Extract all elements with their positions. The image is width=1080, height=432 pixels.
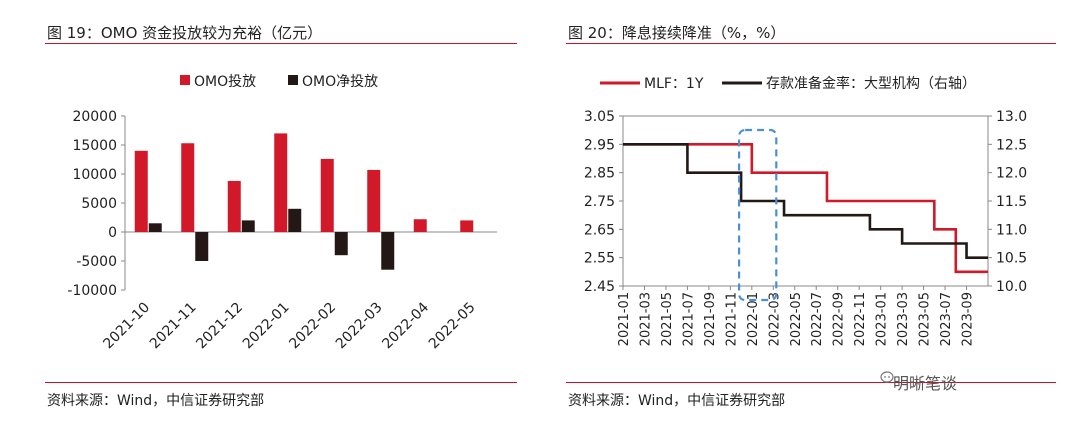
highlight-box: [737, 128, 778, 302]
right-y-tick-label: 12.0: [996, 166, 1027, 182]
right-y-tick-label: 11.5: [996, 194, 1027, 210]
left-y-tick-label: 2.85: [584, 166, 615, 182]
x-tick-label: 2022-02: [286, 300, 339, 353]
y-tick-label: 20000: [72, 109, 117, 125]
x-tick-label: 2021-01: [617, 292, 632, 346]
left-y-tick-label: 2.55: [584, 251, 615, 267]
legend-swatch-omo-net: [288, 75, 298, 85]
chat-bubble-icon: [880, 371, 894, 383]
bar-omo-net: [334, 232, 348, 256]
bar-omo: [274, 133, 288, 232]
x-tick-label: 2022-07: [810, 292, 825, 346]
right-title-rule: [566, 43, 1056, 44]
x-tick-label: 2023-05: [918, 292, 933, 346]
x-tick-label: 2022-09: [832, 292, 847, 346]
left-y-tick-label: 3.05: [584, 109, 615, 125]
left-figure-source: 资料来源：Wind，中信证券研究部: [47, 393, 265, 409]
bar-omo: [134, 150, 148, 232]
bar-omo-net: [288, 208, 302, 232]
legend-swatch-omo: [180, 75, 190, 85]
x-tick-label: 2021-11: [724, 292, 739, 346]
bar-omo-net: [148, 223, 162, 232]
bar-omo: [367, 169, 381, 232]
bar-omo: [227, 180, 241, 232]
x-tick-label: 2021-05: [660, 292, 675, 346]
x-tick-label: 2023-03: [896, 292, 911, 346]
y-tick-label: 0: [108, 225, 117, 241]
legend-label-omo-net: OMO净投放: [302, 74, 378, 90]
right-figure-title: 图 20：降息接续降准（%，%）: [568, 24, 786, 42]
left-source-rule: [45, 382, 517, 383]
x-tick-label: 2022-05: [789, 292, 804, 346]
x-tick-label: 2021-07: [681, 292, 696, 346]
right-figure: 图 20：降息接续降准（%，%） 3.05 2.95 2.85 2.75 2.65 2.5…: [540, 0, 1080, 432]
bar-omo-net: [195, 232, 209, 261]
y-tick-label: 15000: [72, 138, 117, 154]
x-tick-label: 2021-11: [147, 300, 200, 353]
bar-omo-net: [241, 220, 255, 232]
left-y-tick-label: 2.95: [584, 137, 615, 153]
mlf-1y-line: [623, 143, 988, 274]
left-title-rule: [45, 43, 517, 44]
right-y-tick-label: 11.0: [996, 222, 1027, 238]
bar-omo: [460, 220, 474, 232]
x-tick-label: 2022-11: [853, 292, 868, 346]
omo-bar-chart: 20000150001000050000-5000-100002021-1020…: [67, 74, 497, 353]
right-source-rule: [566, 382, 1056, 383]
y-tick-label: -10000: [67, 283, 117, 299]
left-figure: 图 19：OMO 资金投放较为充裕（亿元） 20000 15000 10000 500…: [45, 24, 517, 409]
right-y-tick-label: 10.0: [996, 279, 1027, 295]
bar-omo: [181, 143, 195, 232]
bar-omo: [413, 219, 427, 232]
y-tick-label: -5000: [76, 254, 117, 270]
legend-label-mlf: MLF：1Y: [644, 76, 704, 92]
x-tick-label: 2021-10: [100, 300, 153, 353]
left-y-tick-label: 2.75: [584, 194, 615, 210]
x-tick-label: 2022-01: [746, 292, 761, 346]
legend-label-rrr: 存款准备金率：大型机构（右轴）: [766, 75, 976, 92]
x-tick-label: 2021-12: [193, 300, 246, 353]
x-tick-label: 2022-03: [333, 300, 386, 353]
watermark-text: 明晰笔谈: [893, 374, 958, 393]
right-y-tick-label: 10.5: [996, 251, 1027, 267]
legend-label-omo: OMO投放: [194, 74, 256, 90]
bar-omo: [320, 158, 334, 232]
right-y-tick-label: 13.0: [996, 109, 1027, 125]
x-tick-label: 2022-04: [379, 299, 432, 352]
x-tick-label: 2023-09: [961, 292, 976, 346]
x-tick-label: 2023-07: [939, 292, 954, 346]
left-y-tick-label: 2.65: [584, 222, 615, 238]
rate-line-chart: 3.05 2.95 2.85 2.75 2.65 2.55 2.45 13.0 12.5 12.0…: [584, 75, 1027, 346]
y-tick-label: 10000: [72, 167, 117, 183]
left-figure-title: 图 19：OMO 资金投放较为充裕（亿元）: [47, 24, 323, 42]
right-y-tick-label: 12.5: [996, 137, 1027, 153]
x-tick-label: 2022-05: [426, 300, 479, 353]
y-tick-label: 5000: [81, 196, 117, 212]
x-tick-label: 2023-01: [875, 292, 890, 346]
left-y-tick-label: 2.45: [584, 279, 615, 295]
rrr-large-line: [623, 143, 988, 259]
right-figure-source: 资料来源：Wind，中信证券研究部: [568, 393, 786, 409]
x-tick-label: 2021-09: [703, 292, 718, 346]
x-tick-label: 2022-03: [767, 292, 782, 346]
x-tick-label: 2021-03: [638, 292, 653, 346]
bar-omo-net: [381, 232, 395, 270]
x-tick-label: 2022-01: [240, 300, 293, 353]
